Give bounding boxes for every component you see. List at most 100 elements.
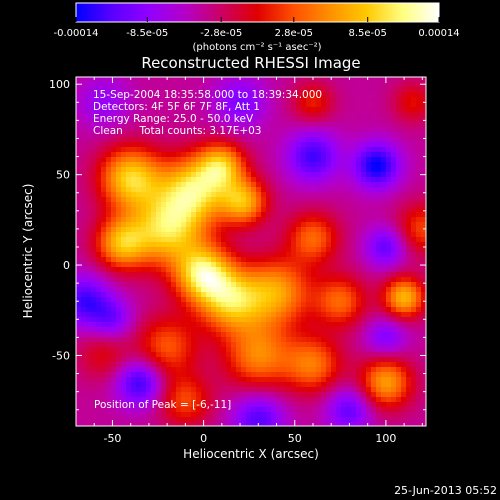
heatmap-cell <box>186 327 192 333</box>
heatmap-cell <box>371 272 377 278</box>
heatmap-cell <box>86 377 92 383</box>
heatmap-cell <box>406 312 412 318</box>
heatmap-cell <box>131 372 137 378</box>
heatmap-cell <box>296 322 302 328</box>
heatmap-cell <box>331 297 337 303</box>
heatmap-cell <box>171 357 177 363</box>
heatmap-cell <box>136 157 142 163</box>
heatmap-cell <box>206 177 212 183</box>
heatmap-cell <box>196 137 202 143</box>
heatmap-cell <box>101 277 107 283</box>
heatmap-cell <box>161 152 167 158</box>
heatmap-cell <box>316 327 322 333</box>
heatmap-cell <box>76 152 82 158</box>
heatmap-cell <box>421 307 426 313</box>
heatmap-cell <box>226 277 232 283</box>
heatmap-cell <box>91 92 97 98</box>
heatmap-cell <box>151 297 157 303</box>
heatmap-cell <box>91 182 97 188</box>
heatmap-cell <box>131 237 137 243</box>
heatmap-cell <box>101 182 107 188</box>
heatmap-cell <box>161 412 167 418</box>
heatmap-cell <box>86 197 92 203</box>
heatmap-cell <box>236 102 242 108</box>
heatmap-cell <box>401 247 407 253</box>
heatmap-cell <box>161 342 167 348</box>
heatmap-cell <box>111 307 117 313</box>
heatmap-cell <box>186 102 192 108</box>
heatmap-cell <box>276 142 282 148</box>
heatmap-cell <box>216 417 222 423</box>
heatmap-cell <box>306 152 312 158</box>
heatmap-cell <box>406 277 412 283</box>
heatmap-cell <box>331 277 337 283</box>
heatmap-cell <box>346 402 352 408</box>
heatmap-cell <box>416 127 422 133</box>
heatmap-cell <box>376 407 382 413</box>
heatmap-cell <box>391 382 397 388</box>
heatmap-cell <box>221 152 227 158</box>
heatmap-cell <box>356 302 362 308</box>
heatmap-cell <box>386 272 392 278</box>
heatmap-cell <box>206 77 212 83</box>
heatmap-cell <box>391 377 397 383</box>
heatmap-cell <box>271 132 277 138</box>
heatmap-cell <box>366 392 372 398</box>
heatmap-cell <box>301 187 307 193</box>
heatmap-cell <box>226 417 232 423</box>
heatmap-cell <box>401 202 407 208</box>
heatmap-cell <box>131 362 137 368</box>
heatmap-cell <box>416 172 422 178</box>
heatmap-cell <box>266 77 272 83</box>
heatmap-cell <box>266 187 272 193</box>
heatmap-cell <box>191 252 197 258</box>
heatmap-cell <box>236 277 242 283</box>
heatmap-cell <box>366 87 372 93</box>
heatmap-cell <box>346 367 352 373</box>
heatmap-cell <box>261 167 267 173</box>
heatmap-cell <box>316 217 322 223</box>
heatmap-cell <box>356 377 362 383</box>
heatmap-cell <box>336 82 342 88</box>
heatmap-cell <box>201 387 207 393</box>
heatmap-cell <box>121 117 127 123</box>
heatmap-cell <box>231 347 237 353</box>
heatmap-cell <box>196 307 202 313</box>
heatmap-cell <box>111 222 117 228</box>
heatmap-cell <box>351 202 357 208</box>
heatmap-cell <box>281 252 287 258</box>
heatmap-cell <box>416 247 422 253</box>
heatmap-cell <box>311 147 317 153</box>
heatmap-cell <box>141 367 147 373</box>
heatmap-cell <box>201 327 207 333</box>
heatmap-cell <box>96 102 102 108</box>
heatmap-cell <box>401 292 407 298</box>
heatmap-cell <box>421 127 426 133</box>
heatmap-cell <box>296 267 302 273</box>
heatmap-cell <box>121 372 127 378</box>
heatmap-cell <box>231 402 237 408</box>
heatmap-cell <box>236 257 242 263</box>
heatmap-cell <box>396 212 402 218</box>
heatmap-cell <box>351 252 357 258</box>
heatmap-cell <box>396 327 402 333</box>
heatmap-cell <box>131 292 137 298</box>
heatmap-cell <box>396 342 402 348</box>
heatmap-cell <box>76 392 82 398</box>
heatmap-cell <box>266 327 272 333</box>
heatmap-cell <box>386 347 392 353</box>
heatmap-cell <box>421 222 426 228</box>
heatmap-cell <box>261 162 267 168</box>
heatmap-cell <box>146 157 152 163</box>
heatmap-cell <box>346 112 352 118</box>
heatmap-cell <box>236 132 242 138</box>
heatmap-cell <box>146 197 152 203</box>
heatmap-cell <box>81 317 87 323</box>
heatmap-cell <box>311 277 317 283</box>
heatmap-cell <box>171 97 177 103</box>
heatmap-cell <box>241 132 247 138</box>
heatmap-cell <box>276 282 282 288</box>
heatmap-cell <box>331 387 337 393</box>
heatmap-cell <box>116 192 122 198</box>
heatmap-cell <box>356 187 362 193</box>
